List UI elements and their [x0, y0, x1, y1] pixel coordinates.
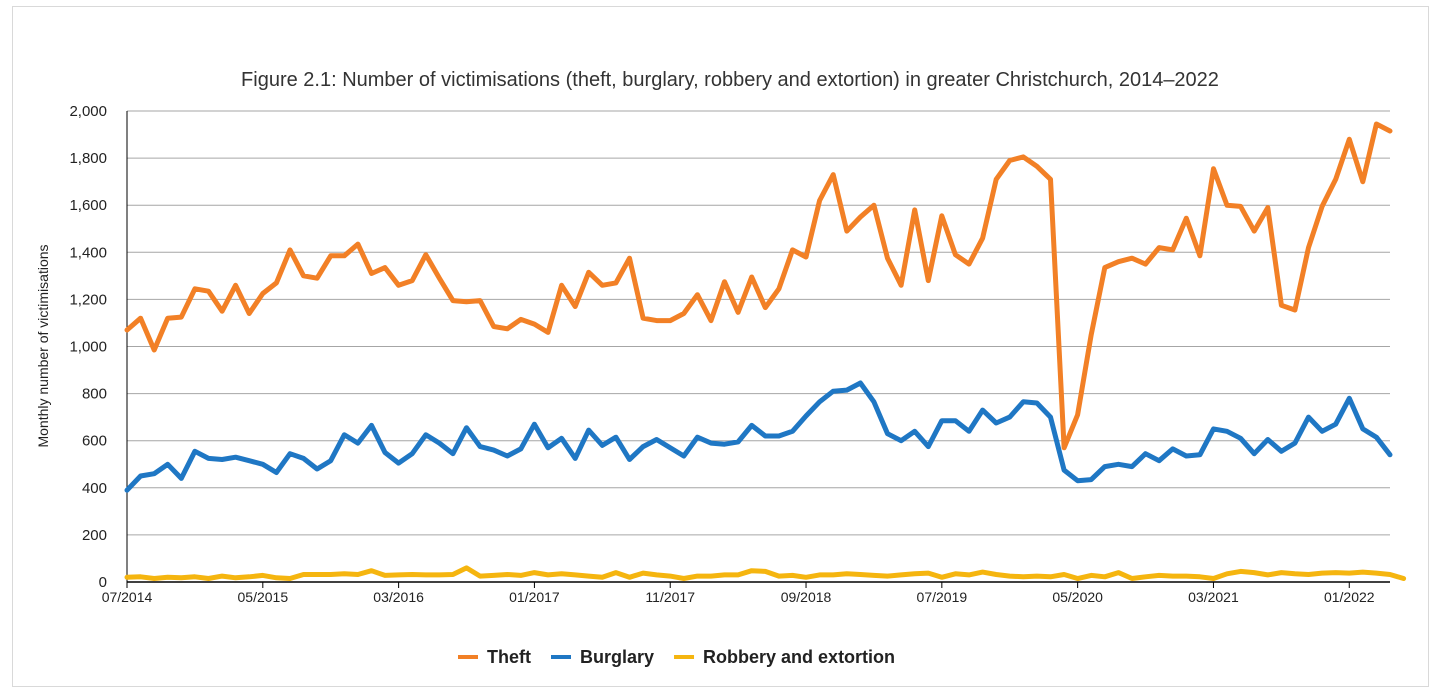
series-line-burglary — [124, 380, 1393, 493]
y-tick-label: 1,800 — [69, 150, 107, 167]
series-line-theft — [124, 121, 1393, 451]
legend-label: Robbery and extortion — [703, 647, 895, 667]
y-axis-label: Monthly number of victimisations — [35, 244, 51, 447]
y-tick-label: 1,400 — [69, 244, 107, 261]
y-tick-label: 2,000 — [69, 103, 107, 120]
y-tick-label: 1,600 — [69, 197, 107, 214]
y-axis-ticks: 0 200 400 600 800 1,000 1,200 1,400 1,600 1,800 2,… — [69, 103, 107, 591]
x-tick-label: 07/2019 — [917, 589, 968, 605]
x-tick-label: 11/2017 — [645, 589, 695, 605]
x-tick-label: 01/2022 — [1324, 589, 1375, 605]
x-tick-label: 09/2018 — [781, 589, 832, 605]
y-tick-label: 600 — [82, 433, 107, 450]
legend-label: Theft — [487, 647, 531, 667]
gridlines — [126, 110, 1390, 583]
x-tick-label: 03/2021 — [1188, 589, 1239, 605]
x-tick-label: 05/2015 — [238, 589, 289, 605]
y-tick-label: 200 — [82, 527, 107, 544]
chart-title: Figure 2.1: Number of victimisations (th… — [241, 69, 1219, 91]
series-lines — [124, 121, 1407, 581]
x-tick-label: 05/2020 — [1052, 589, 1103, 605]
series-line-robbery-and-extortion — [124, 565, 1407, 581]
y-tick-label: 1,200 — [69, 291, 107, 308]
y-tick-label: 800 — [82, 386, 107, 403]
y-tick-label: 400 — [82, 480, 107, 497]
x-tick-label: 01/2017 — [509, 589, 560, 605]
y-tick-label: 1,000 — [69, 339, 107, 356]
x-tick-label: 03/2016 — [373, 589, 424, 605]
legend: Theft Burglary Robbery and extortion — [458, 647, 895, 667]
y-tick-label: 0 — [99, 574, 107, 591]
x-tick-label: 07/2014 — [102, 589, 153, 605]
legend-label: Burglary — [580, 647, 654, 667]
x-axis-ticks: 07/2014 05/2015 03/2016 01/2017 11/2017 09/20… — [102, 582, 1375, 605]
